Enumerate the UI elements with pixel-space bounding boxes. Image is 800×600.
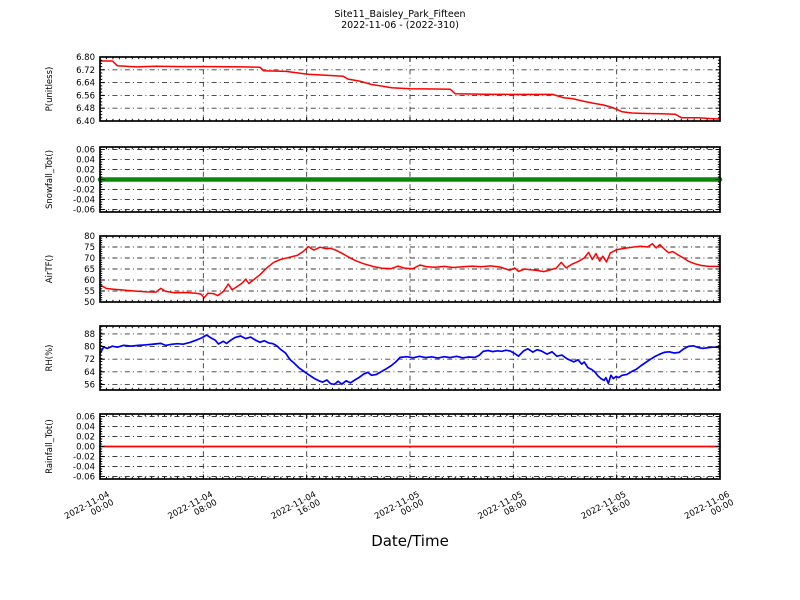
y-tick-label: 0.02 bbox=[76, 433, 95, 443]
y-tick-label: 0.02 bbox=[76, 166, 95, 176]
chart-title: Site11_Baisley_Park_Fifteen 2022-11-06 -… bbox=[0, 9, 800, 31]
y-tick-label: -0.02 bbox=[73, 453, 95, 463]
p-line bbox=[99, 60, 721, 120]
y-axis-label-p: P(unitless) bbox=[45, 67, 55, 112]
x-axis-title: Date/Time bbox=[371, 532, 449, 550]
gridlines bbox=[100, 57, 720, 121]
y-axis-label-rh: RH(%) bbox=[45, 344, 55, 371]
y-tick-label: 0.00 bbox=[76, 443, 95, 453]
gridlines bbox=[100, 326, 720, 390]
tick-marks bbox=[99, 235, 721, 303]
y-tick-label: 80 bbox=[84, 232, 95, 242]
y-tick-label: -0.04 bbox=[73, 463, 95, 473]
y-tick-label: 6.56 bbox=[76, 91, 95, 101]
y-tick-label: -0.02 bbox=[73, 186, 95, 196]
y-tick-label: 64 bbox=[84, 368, 95, 378]
y-tick-labels: -0.06-0.04-0.020.000.020.040.06 bbox=[73, 146, 95, 216]
y-tick-label: 60 bbox=[84, 276, 95, 286]
y-tick-label: 6.40 bbox=[76, 117, 95, 127]
y-tick-label: 6.80 bbox=[76, 53, 95, 63]
y-axis-label-airtf: AirTF() bbox=[45, 255, 55, 283]
y-tick-label: 0.04 bbox=[76, 156, 95, 166]
y-tick-label: 70 bbox=[84, 254, 95, 264]
y-tick-label: 6.48 bbox=[76, 104, 95, 114]
y-tick-label: 55 bbox=[84, 287, 95, 297]
y-tick-label: 88 bbox=[84, 330, 95, 340]
tick-marks bbox=[99, 56, 721, 122]
x-tick-label-3: 2022-11-0500:00 bbox=[373, 490, 426, 530]
y-tick-label: 75 bbox=[84, 243, 95, 253]
chart-title-line2: 2022-11-06 - (2022-310) bbox=[341, 20, 459, 31]
y-tick-label: 0.00 bbox=[76, 176, 95, 186]
y-axis-label-snowfall: Snowfall_Tot() bbox=[45, 150, 55, 209]
tick-marks bbox=[99, 326, 721, 391]
y-tick-labels: -0.06-0.04-0.020.000.020.040.06 bbox=[73, 413, 95, 483]
series-p bbox=[99, 60, 721, 120]
subplot-snowfall: -0.06-0.04-0.020.000.020.040.06 Snowfall_… bbox=[45, 146, 723, 216]
x-tick-label-0: 2022-11-0400:00 bbox=[63, 490, 116, 530]
y-tick-label: 80 bbox=[84, 343, 95, 353]
y-tick-label: 6.72 bbox=[76, 66, 95, 76]
chart-title-line1: Site11_Baisley_Park_Fifteen bbox=[334, 9, 466, 20]
tick-marks bbox=[99, 413, 721, 480]
x-tick-labels: 2022-11-0400:00 2022-11-0408:00 2022-11-04… bbox=[63, 490, 736, 530]
x-tick-label-4: 2022-11-0508:00 bbox=[476, 490, 529, 530]
x-tick-label-2: 2022-11-0416:00 bbox=[270, 490, 323, 530]
tick-marks bbox=[99, 146, 721, 213]
y-tick-labels: 56 64 72 80 88 bbox=[84, 330, 95, 391]
subplot-rainfall: -0.06-0.04-0.020.000.020.040.06 Rainfall_… bbox=[45, 413, 721, 483]
y-tick-label: -0.06 bbox=[73, 473, 95, 483]
x-tick-label-6: 2022-11-0600:00 bbox=[683, 490, 736, 530]
y-tick-label: 0.04 bbox=[76, 423, 95, 433]
subplot-p: 6.40 6.48 6.56 6.64 6.72 6.80 P(unitless) bbox=[45, 53, 721, 127]
y-tick-label: 72 bbox=[84, 355, 95, 365]
series-airtf bbox=[99, 242, 721, 299]
y-tick-labels: 6.40 6.48 6.56 6.64 6.72 6.80 bbox=[76, 53, 95, 127]
x-tick-label-5: 2022-11-0516:00 bbox=[580, 490, 633, 530]
series-rh bbox=[99, 334, 721, 386]
y-tick-label: 0.06 bbox=[76, 413, 95, 423]
rh-line bbox=[99, 334, 721, 386]
airtf-line bbox=[99, 242, 721, 299]
y-tick-label: 56 bbox=[84, 380, 95, 390]
y-tick-label: -0.04 bbox=[73, 196, 95, 206]
y-axis-label-rainfall: Rainfall_Tot() bbox=[45, 419, 55, 474]
y-tick-label: -0.06 bbox=[73, 206, 95, 216]
y-tick-label: 0.06 bbox=[76, 146, 95, 156]
y-tick-label: 6.64 bbox=[76, 79, 95, 89]
subplot-rh: 56 64 72 80 88 RH(%) bbox=[45, 325, 721, 391]
y-tick-label: 50 bbox=[84, 298, 95, 308]
x-tick-label-1: 2022-11-0408:00 bbox=[166, 490, 219, 530]
y-tick-label: 65 bbox=[84, 265, 95, 275]
